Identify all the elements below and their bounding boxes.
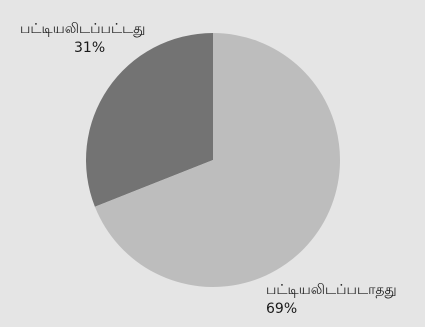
slice-label-unlisted-name: பட்டியலிடப்படாதது: [266, 282, 397, 298]
pie-slice-unlisted: [94, 33, 340, 287]
slice-label-listed-name: பட்டியலிடப்பட்டது: [20, 21, 146, 37]
slice-label-unlisted: பட்டியலிடப்படாதது 69%: [266, 281, 397, 319]
slice-label-unlisted-percent: 69%: [266, 301, 298, 317]
pie-slice-listed: [86, 33, 213, 207]
slice-label-listed-percent: 31%: [74, 40, 106, 56]
slice-label-listed: பட்டியலிடப்பட்டது 31%: [20, 20, 145, 58]
